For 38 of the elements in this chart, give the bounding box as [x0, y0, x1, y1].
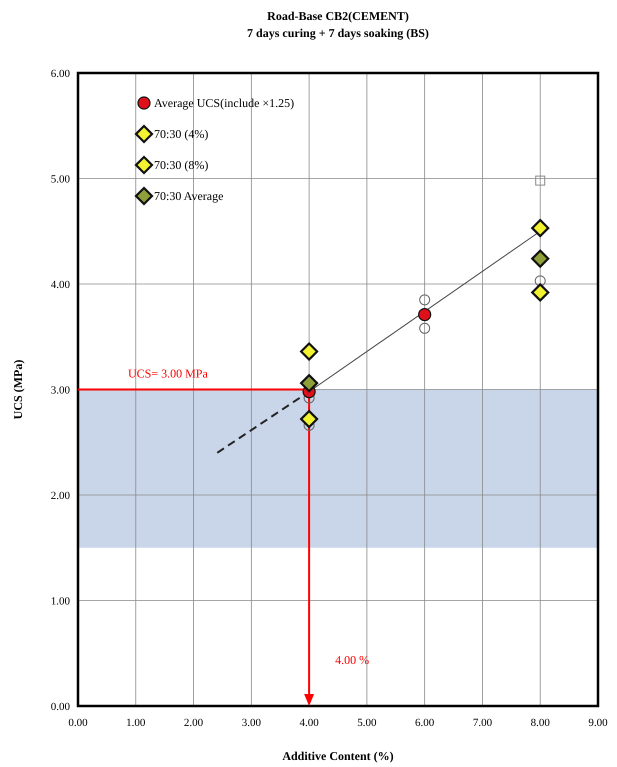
legend-label: 70:30 Average — [154, 189, 224, 203]
point — [531, 250, 550, 268]
y-tick-label: 2.00 — [50, 490, 70, 502]
point — [534, 275, 546, 286]
chart-subtitle: 7 days curing + 7 days soaking (BS) — [247, 26, 429, 40]
point — [531, 218, 550, 238]
x-tick-label: 2.00 — [184, 717, 204, 729]
x-tick-label: 0.00 — [68, 717, 88, 729]
x-tick-label: 8.00 — [530, 717, 550, 729]
legend-label: 70:30 (4%) — [154, 127, 208, 141]
point — [300, 410, 318, 428]
x-tick-label: 9.00 — [588, 717, 608, 729]
x-tick-label: 5.00 — [357, 717, 378, 729]
legend-label: Average UCS(include ×1.25) — [154, 96, 294, 110]
y-tick-label: 4.00 — [50, 279, 70, 291]
y-tick-label: 3.00 — [50, 384, 70, 396]
x-tick-label: 4.00 — [299, 717, 320, 729]
point — [531, 283, 550, 302]
y-tick-label: 1.00 — [50, 596, 70, 608]
point — [300, 342, 318, 361]
point — [419, 322, 430, 334]
ref-line-label: 4.00 % — [335, 653, 370, 667]
x-tick-label: 3.00 — [242, 717, 262, 729]
point — [300, 374, 318, 392]
y-tick-label: 0.00 — [50, 701, 70, 713]
point — [535, 176, 546, 186]
point — [419, 294, 430, 306]
y-tick-label: 6.00 — [50, 68, 70, 80]
point — [418, 308, 432, 322]
y-axis-title: UCS (MPa) — [11, 360, 25, 420]
legend-label: 70:30 (8%) — [154, 158, 208, 172]
x-tick-label: 6.00 — [415, 717, 435, 729]
y-tick-label: 5.00 — [50, 174, 70, 186]
x-axis-title: Additive Content (%) — [282, 749, 394, 763]
x-tick-label: 1.00 — [126, 717, 146, 729]
ref-line-label: UCS= 3.00 MPa — [128, 366, 208, 380]
chart-title: Road-Base CB2(CEMENT) — [267, 9, 409, 23]
x-tick-label: 7.00 — [472, 717, 493, 729]
